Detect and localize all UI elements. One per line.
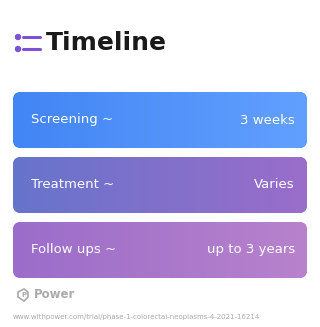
Text: up to 3 years: up to 3 years: [207, 244, 295, 256]
Text: www.withpower.com/trial/phase-1-colorectal-neoplasms-4-2021-16214: www.withpower.com/trial/phase-1-colorect…: [13, 314, 260, 320]
Text: Varies: Varies: [254, 179, 295, 192]
Text: Timeline: Timeline: [46, 31, 167, 55]
FancyBboxPatch shape: [13, 92, 307, 148]
Text: Screening ~: Screening ~: [31, 113, 113, 127]
Text: Treatment ~: Treatment ~: [31, 179, 114, 192]
Text: Follow ups ~: Follow ups ~: [31, 244, 116, 256]
Circle shape: [15, 46, 20, 51]
Text: P: P: [21, 292, 26, 298]
Text: 3 weeks: 3 weeks: [240, 113, 295, 127]
Circle shape: [15, 35, 20, 40]
FancyBboxPatch shape: [13, 157, 307, 213]
Text: Power: Power: [34, 288, 76, 301]
FancyBboxPatch shape: [13, 222, 307, 278]
